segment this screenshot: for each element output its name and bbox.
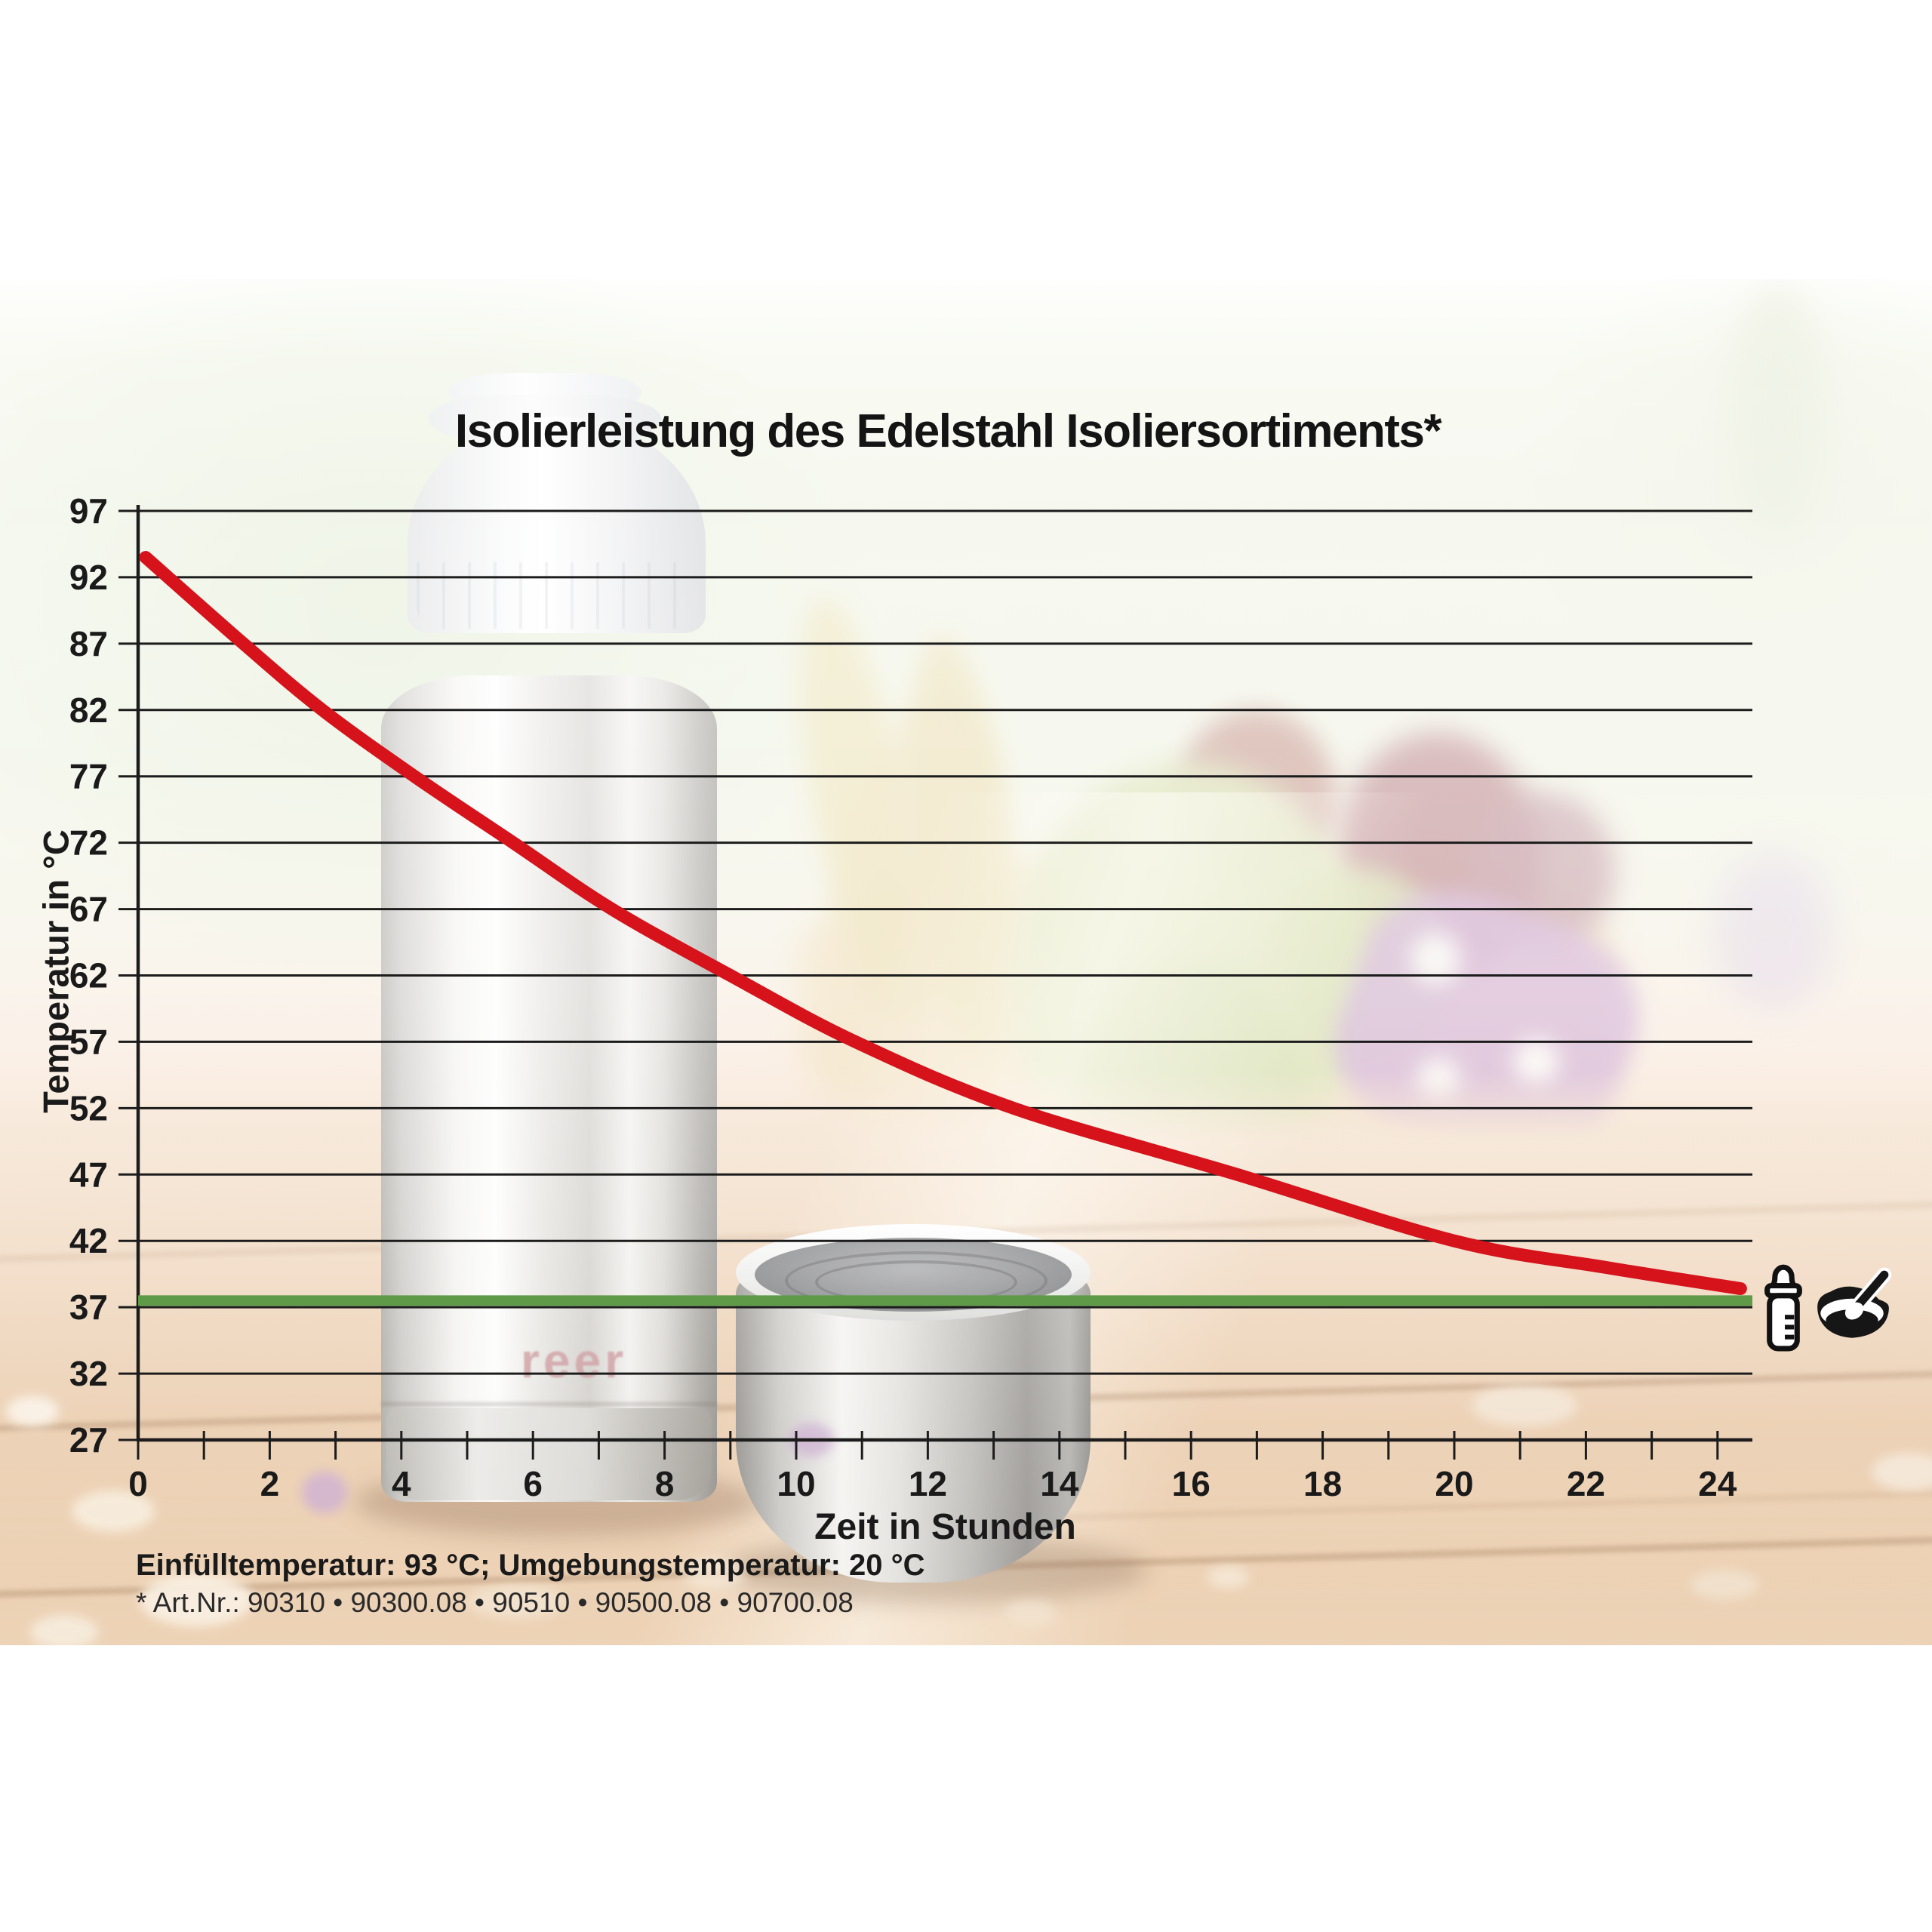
y-axis-title: Temperatur in °C	[35, 829, 76, 1113]
x-axis-title: Zeit in Stunden	[814, 1507, 1076, 1547]
x-tick-label: 16	[1172, 1464, 1211, 1503]
baby-bottle-icon	[1764, 1264, 1802, 1352]
footer-conditions: Einfülltemperatur: 93 °C; Umgebungstempe…	[136, 1549, 925, 1582]
x-tick-label: 12	[909, 1464, 947, 1503]
footer-article-numbers: * Art.Nr.: 90310 • 90300.08 • 90510 • 90…	[136, 1587, 854, 1618]
y-tick-label: 47	[69, 1155, 108, 1194]
chart-title: Isolierleistung des Edelstahl Isoliersor…	[454, 405, 1442, 457]
x-tick-label: 6	[523, 1464, 543, 1503]
x-tick-label: 10	[777, 1464, 815, 1503]
y-tick-label: 32	[69, 1354, 108, 1393]
y-tick-label: 87	[69, 624, 108, 663]
porridge-bowl-spoon-icon	[1817, 1267, 1892, 1338]
temperature-curve	[139, 551, 1747, 1296]
y-tick-label: 82	[69, 691, 108, 730]
x-tick-label: 4	[392, 1464, 411, 1503]
y-tick-label: 27	[69, 1420, 108, 1460]
y-tick-label: 42	[69, 1221, 108, 1260]
y-tick-label: 77	[69, 757, 108, 796]
x-tick-label: 18	[1303, 1464, 1342, 1503]
y-tick-label: 92	[69, 558, 108, 597]
x-tick-label: 24	[1698, 1464, 1737, 1503]
x-tick-label: 0	[128, 1464, 148, 1503]
y-tick-label: 37	[69, 1287, 108, 1327]
x-tick-label: 8	[655, 1464, 675, 1503]
y-tick-label: 97	[69, 491, 108, 531]
x-tick-label: 2	[260, 1464, 280, 1503]
x-tick-label: 14	[1040, 1464, 1079, 1503]
x-tick-label: 22	[1567, 1464, 1605, 1503]
x-tick-label: 20	[1435, 1464, 1473, 1503]
